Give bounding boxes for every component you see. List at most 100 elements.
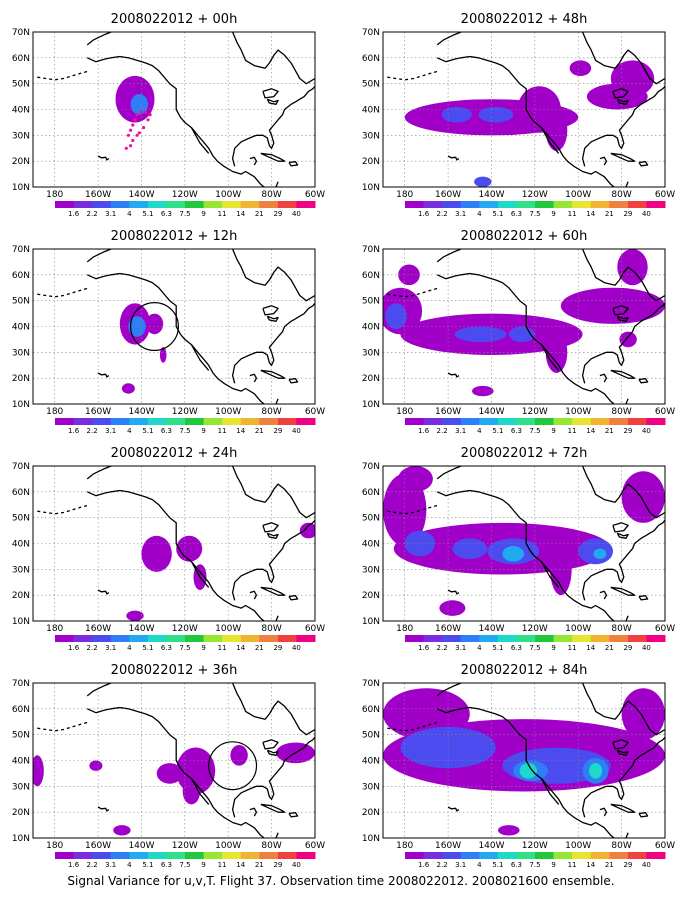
colorbar-tick-label: 7.5 [179, 861, 190, 869]
colorbar-tick-label: 40 [292, 427, 301, 435]
colorbar-tick-label: 9 [201, 210, 205, 218]
flight-track-point [139, 110, 144, 114]
lon-tick-label: 60W [655, 624, 675, 634]
colorbar-swatch [259, 201, 279, 208]
lon-tick-label: 160W [85, 841, 111, 851]
colorbar-tick-label: 5.1 [142, 861, 153, 869]
colorbar-tick-label: 3.1 [105, 644, 116, 652]
hispaniola-outline [638, 378, 649, 384]
colorbar-tick-label: 29 [273, 210, 282, 218]
lat-tick-label: 30N [12, 565, 30, 575]
yucatan-coastline [249, 807, 258, 817]
colorbar-tick-label: 40 [292, 210, 301, 218]
map-area: 10N 20N 30N 40N 50N 60N 70N 180 160W 140W 120W 100W… [12, 28, 325, 200]
lon-tick-label: 180 [46, 624, 63, 634]
variance-contour [560, 287, 665, 324]
lon-tick-label: 80W [261, 624, 281, 634]
north-america-coastline [86, 489, 279, 621]
hawaii-islands [97, 589, 110, 595]
alaska-coastline [86, 32, 112, 46]
colorbar-swatch [147, 852, 167, 859]
lat-tick-label: 70N [362, 245, 380, 255]
colorbar-tick-label: 40 [642, 644, 651, 652]
lon-tick-label: 180 [46, 190, 63, 200]
variance-contour [621, 471, 665, 523]
great-lakes-outline [266, 532, 279, 539]
baja-coastline [540, 561, 560, 588]
colorbar-swatch [405, 201, 425, 208]
colorbar-tick-label: 7.5 [179, 644, 190, 652]
colorbar-swatch [553, 852, 573, 859]
variance-contour [130, 94, 148, 115]
aleutian-islands [387, 70, 440, 81]
great-lakes-outline [616, 315, 629, 322]
colorbar-swatch [240, 635, 260, 642]
lat-tick-label: 20N [12, 374, 30, 384]
cuba-outline [260, 152, 286, 162]
map-frame [382, 31, 666, 188]
colorbar-tick-label: 9 [551, 427, 555, 435]
colorbar-swatch [110, 418, 130, 425]
colorbar-swatch [166, 635, 186, 642]
colorbar-swatch [516, 418, 536, 425]
lat-tick-label: 70N [362, 462, 380, 472]
colorbar-swatch [166, 418, 186, 425]
map-area: 10N 20N 30N 40N 50N 60N 70N 180 160W 140W 120W 100W… [12, 462, 325, 634]
variance-contour [398, 466, 433, 492]
colorbar-tick-label: 3.1 [455, 644, 466, 652]
cuba-outline [610, 152, 636, 162]
variance-contour [498, 825, 520, 836]
colorbar-swatch [296, 201, 316, 208]
colorbar-swatch [166, 201, 186, 208]
colorbar-swatch [497, 201, 517, 208]
lat-tick-label: 30N [362, 348, 380, 358]
hudson-bay-coastline [582, 466, 665, 519]
map-panel-24h: 2008022012 + 24h 10N 20N 30N 40N 50N 60N 70N 180… [12, 446, 325, 652]
colorbar-swatch [553, 418, 573, 425]
lat-tick-label: 10N [362, 400, 380, 410]
colorbar-swatch [55, 852, 75, 859]
colorbar-swatch [627, 852, 647, 859]
lat-tick-label: 10N [12, 617, 30, 627]
colorbar-tick-label: 21 [605, 644, 614, 652]
colorbar-swatch [442, 635, 462, 642]
colorbar-swatch [646, 201, 666, 208]
variance-contour [441, 106, 472, 123]
colorbar-swatch [646, 635, 666, 642]
colorbar-swatch [222, 635, 242, 642]
yucatan-coastline [599, 156, 608, 166]
colorbar-swatch [73, 418, 93, 425]
colorbar-swatch [277, 201, 297, 208]
flight-track-point [135, 113, 139, 117]
colorbar-tick-label: 5.1 [142, 210, 153, 218]
lon-tick-label: 180 [46, 407, 63, 417]
lat-tick-label: 40N [362, 323, 380, 333]
grid-lines [33, 466, 315, 621]
colorbar-tick-label: 1.6 [68, 861, 80, 869]
colorbar-swatch [147, 201, 167, 208]
flight-track-point [148, 113, 152, 117]
variance-contour [230, 745, 248, 766]
colorbar-tick-label: 11 [218, 861, 227, 869]
colorbar-tick-label: 40 [292, 861, 301, 869]
flight-track-point [142, 126, 146, 130]
great-lakes-outline [612, 88, 629, 99]
colorbar-tick-label: 7.5 [529, 210, 540, 218]
lat-tick-label: 10N [12, 183, 30, 193]
colorbar-tick-label: 5.1 [492, 644, 503, 652]
colorbar-swatch [609, 852, 629, 859]
colorbar-tick-label: 3.1 [455, 861, 466, 869]
colorbar: 1.6 2.2 3.1 4 5.1 6.3 7.5 9 11 14 21 29 40 [405, 418, 666, 435]
aleutian-islands [387, 721, 440, 732]
lon-tick-label: 140W [478, 624, 504, 634]
colorbar: 1.6 2.2 3.1 4 5.1 6.3 7.5 9 11 14 21 29 40 [55, 201, 316, 218]
panel-title: 2008022012 + 00h [111, 12, 238, 27]
colorbar-tick-label: 5.1 [492, 210, 503, 218]
colorbar-swatch [627, 635, 647, 642]
baja-coastline [190, 127, 210, 154]
colorbar-tick-label: 1.6 [68, 210, 80, 218]
panel-title: 2008022012 + 84h [461, 663, 588, 678]
colorbar-tick-label: 21 [255, 427, 264, 435]
map-area: 10N 20N 30N 40N 50N 60N 70N 180 160W 140W 120W 100W… [12, 679, 325, 851]
colorbar-tick-label: 6.3 [161, 644, 172, 652]
